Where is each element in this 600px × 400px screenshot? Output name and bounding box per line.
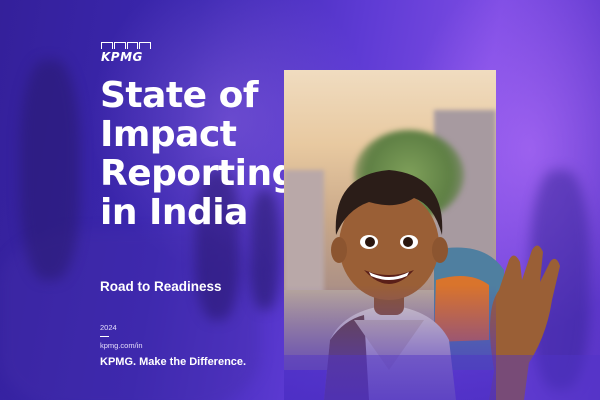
photo-gradient-overlay bbox=[284, 285, 496, 400]
waving-hand bbox=[490, 245, 560, 370]
website-url: kpmg.com/in bbox=[100, 341, 143, 350]
divider bbox=[100, 336, 109, 337]
background-person-silhouette bbox=[20, 60, 80, 280]
background-person-silhouette bbox=[195, 170, 240, 320]
forearm bbox=[489, 360, 529, 400]
ear bbox=[331, 237, 347, 263]
report-subtitle: Road to Readiness bbox=[100, 279, 222, 294]
pupil bbox=[365, 237, 375, 247]
pupil bbox=[403, 237, 413, 247]
report-year: 2024 bbox=[100, 323, 117, 332]
background-person-silhouette bbox=[250, 190, 280, 310]
report-title: State of Impact Reporting in India bbox=[100, 75, 297, 233]
teeth bbox=[369, 272, 409, 280]
logo-text: KPMG bbox=[101, 50, 143, 64]
face bbox=[339, 190, 439, 300]
logo-boxes bbox=[101, 42, 151, 49]
hair bbox=[335, 170, 443, 235]
kpmg-logo: KPMG bbox=[101, 42, 151, 63]
brand-tagline: KPMG. Make the Difference. bbox=[100, 356, 247, 368]
ear bbox=[432, 237, 448, 263]
